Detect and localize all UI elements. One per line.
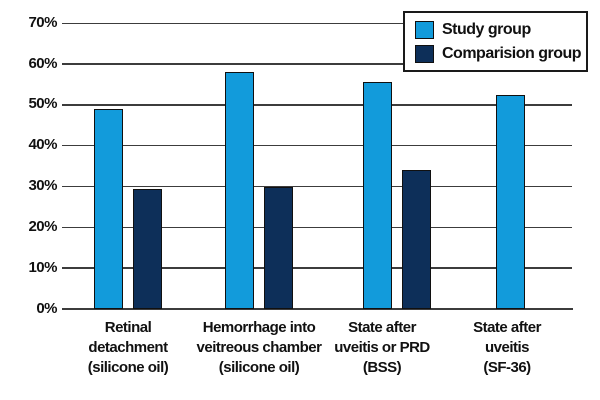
gridline xyxy=(62,226,572,229)
x-axis-line xyxy=(62,308,573,310)
gridline xyxy=(62,185,572,188)
legend: Study group Comparision group xyxy=(403,11,588,72)
y-axis-tick-label: 20% xyxy=(28,217,57,235)
y-axis-tick-label: 50% xyxy=(28,95,57,113)
gridline xyxy=(62,22,572,25)
gridline xyxy=(62,267,572,269)
category-label: Hemorrhage into veitreous chamber (silic… xyxy=(196,319,322,376)
bar-study-group-2 xyxy=(363,82,392,309)
legend-label-study-group: Study group xyxy=(442,21,531,38)
y-axis-tick-label: 30% xyxy=(28,177,57,195)
gridline xyxy=(62,63,572,65)
y-axis-tick-label: 10% xyxy=(28,258,57,276)
bar-comparision-group-2 xyxy=(402,170,431,309)
category-label: Retinal detachment (silicone oil) xyxy=(87,319,169,376)
gridline xyxy=(62,144,572,147)
legend-item-study-group: Study group xyxy=(415,18,586,42)
category-label: State after uveitis (SF-36) xyxy=(473,319,541,376)
bar-study-group-0 xyxy=(93,109,123,309)
y-axis-tick-label: 40% xyxy=(28,136,57,154)
gridline xyxy=(62,104,572,106)
legend-label-comparision-group: Comparision group xyxy=(442,45,582,62)
legend-swatch-comparision-group-icon xyxy=(415,45,434,63)
y-axis-tick-label: 60% xyxy=(28,54,57,72)
bar-study-group-3 xyxy=(495,94,525,309)
y-axis-tick-label: 70% xyxy=(28,13,57,31)
bar-comparision-group-0 xyxy=(132,188,162,309)
y-axis-tick-label: 0% xyxy=(36,299,57,317)
bar-study-group-1 xyxy=(225,72,254,309)
legend-swatch-study-group-icon xyxy=(415,21,434,39)
category-label: State after uveitis or PRD (BSS) xyxy=(334,319,430,376)
bar-comparision-group-1 xyxy=(264,186,293,309)
legend-item-comparision-group: Comparision group xyxy=(415,42,586,66)
